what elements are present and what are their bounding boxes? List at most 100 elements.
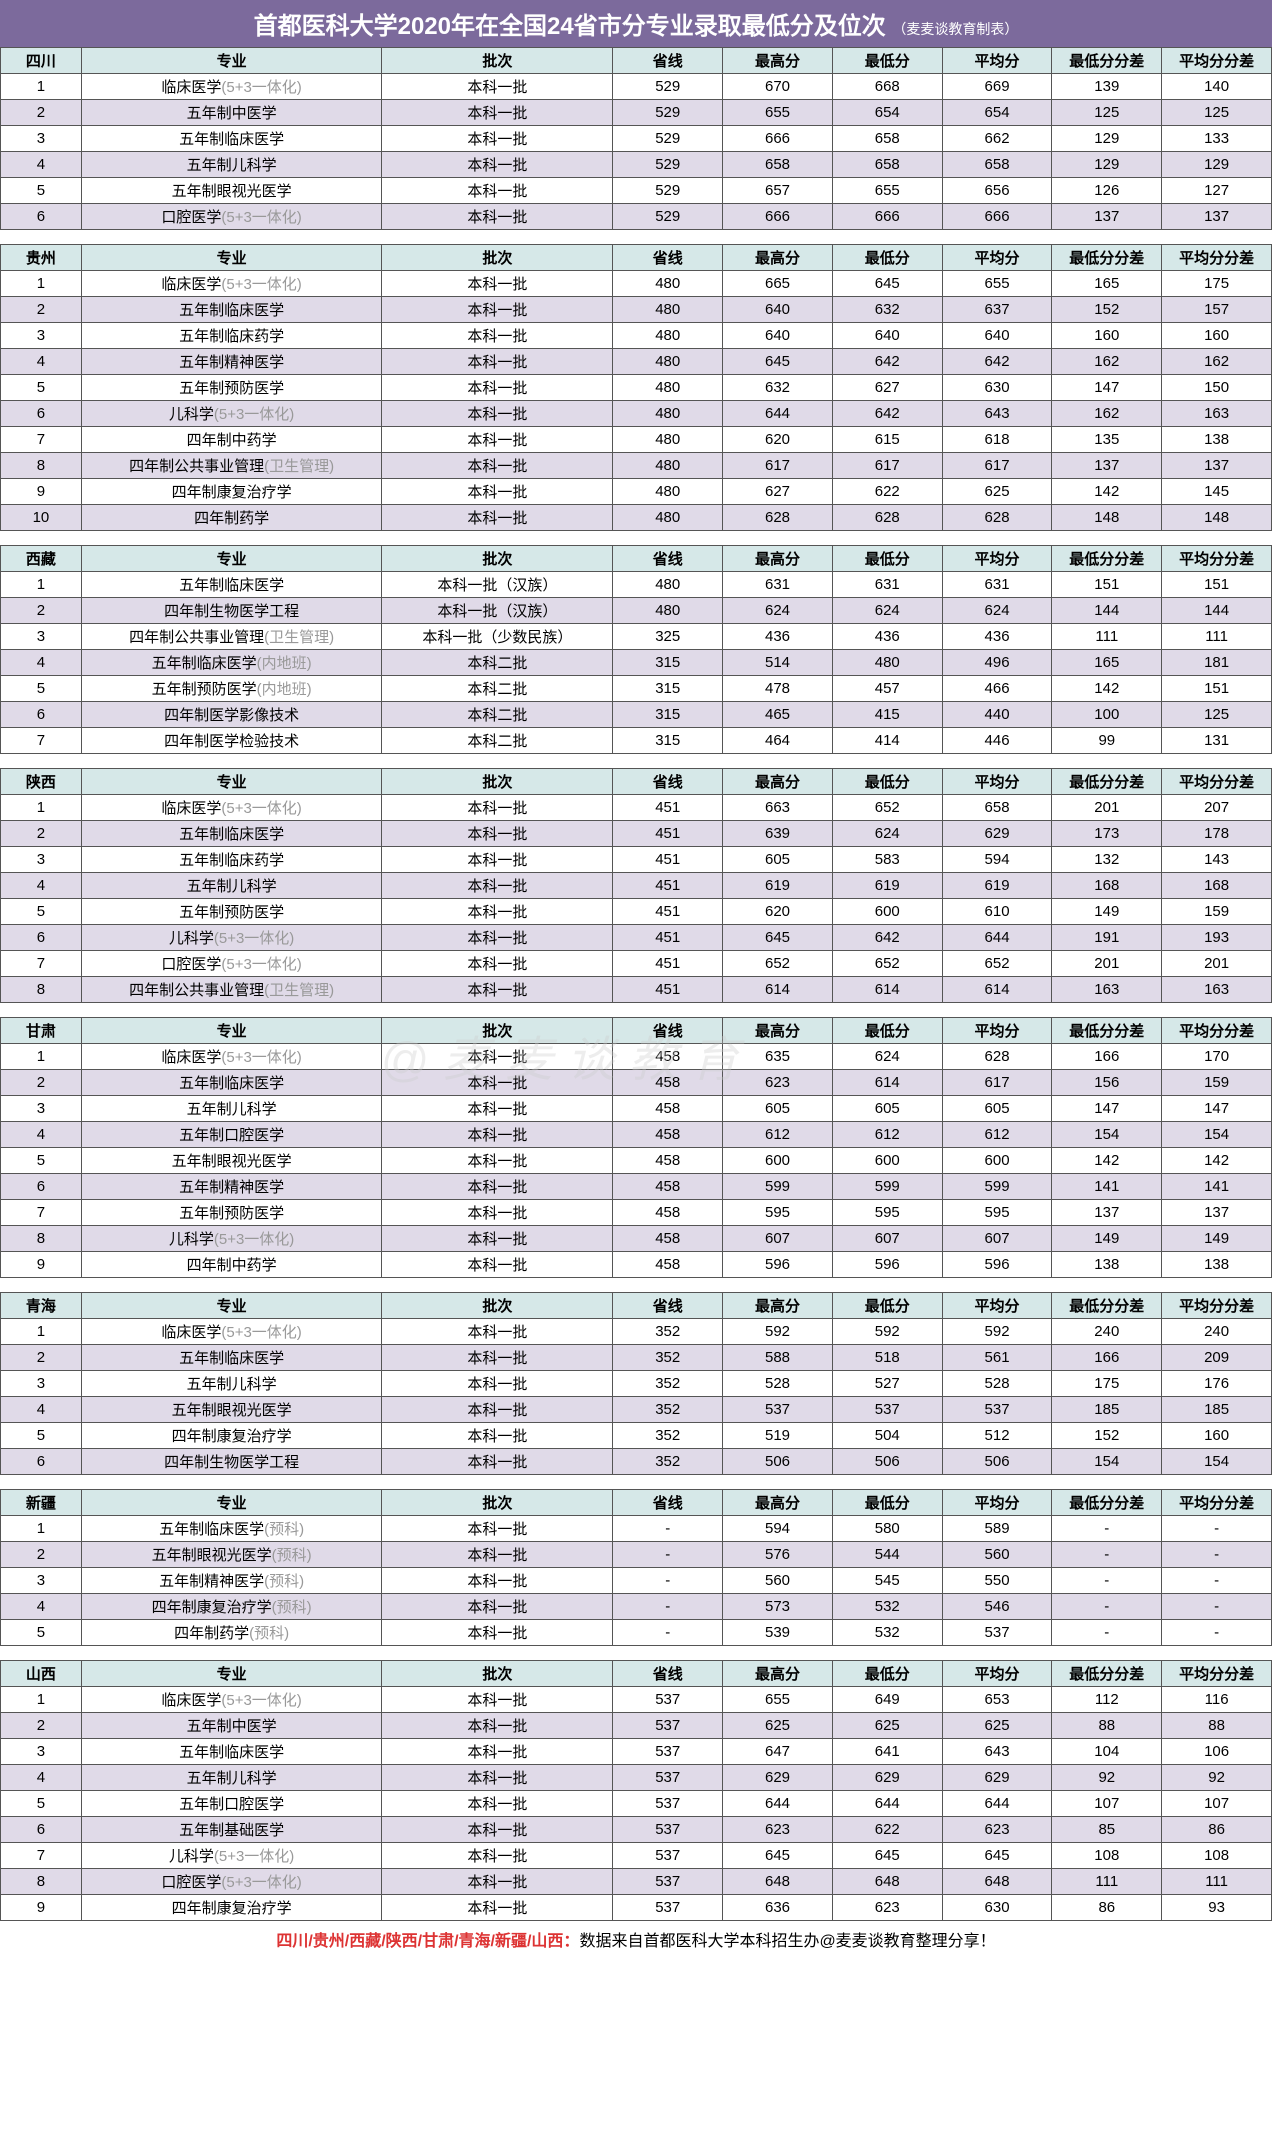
value-cell: 154: [1162, 1449, 1272, 1475]
value-cell: 137: [1162, 453, 1272, 479]
value-cell: 512: [942, 1423, 1052, 1449]
col-header: 最高分: [723, 1293, 833, 1319]
value-cell: 641: [832, 1739, 942, 1765]
value-cell: 92: [1052, 1765, 1162, 1791]
header-row: 陕西专业批次省线最高分最低分平均分最低分分差平均分分差: [1, 769, 1272, 795]
value-cell: 451: [613, 873, 723, 899]
row-index: 5: [1, 1620, 82, 1646]
table-row: 6五年制基础医学本科一批5376236226238586: [1, 1817, 1272, 1843]
value-cell: 537: [613, 1843, 723, 1869]
value-cell: 529: [613, 152, 723, 178]
batch-cell: 本科一批: [382, 349, 613, 375]
value-cell: 658: [723, 152, 833, 178]
value-cell: 652: [832, 795, 942, 821]
row-index: 2: [1, 598, 82, 624]
value-cell: 152: [1052, 297, 1162, 323]
col-header: 平均分: [942, 48, 1052, 74]
section-四川: 四川专业批次省线最高分最低分平均分最低分分差平均分分差1临床医学(5+3一体化)…: [0, 47, 1272, 230]
value-cell: 144: [1052, 598, 1162, 624]
col-header: 批次: [382, 1293, 613, 1319]
col-header: 平均分: [942, 1018, 1052, 1044]
batch-cell: 本科一批: [382, 1594, 613, 1620]
batch-cell: 本科一批: [382, 1070, 613, 1096]
value-cell: 629: [832, 1765, 942, 1791]
row-index: 3: [1, 624, 82, 650]
major-cell: 四年制康复治疗学: [81, 479, 381, 505]
value-cell: 537: [942, 1620, 1052, 1646]
value-cell: -: [1052, 1594, 1162, 1620]
value-cell: 644: [942, 925, 1052, 951]
col-header: 批次: [382, 1661, 613, 1687]
value-cell: 125: [1052, 100, 1162, 126]
value-cell: 506: [832, 1449, 942, 1475]
table-row: 7五年制预防医学本科一批458595595595137137: [1, 1200, 1272, 1226]
value-cell: 658: [942, 795, 1052, 821]
value-cell: 599: [723, 1174, 833, 1200]
batch-cell: 本科一批（汉族）: [382, 572, 613, 598]
col-header: 最低分分差: [1052, 769, 1162, 795]
batch-cell: 本科一批: [382, 178, 613, 204]
value-cell: 176: [1162, 1371, 1272, 1397]
major-cell: 五年制儿科学: [81, 1371, 381, 1397]
table-row: 5五年制眼视光医学本科一批458600600600142142: [1, 1148, 1272, 1174]
table-row: 7口腔医学(5+3一体化)本科一批451652652652201201: [1, 951, 1272, 977]
value-cell: 436: [832, 624, 942, 650]
province-cell: 新疆: [1, 1490, 82, 1516]
col-header: 平均分: [942, 546, 1052, 572]
col-header: 专业: [81, 1490, 381, 1516]
table-row: 4五年制眼视光医学本科一批352537537537185185: [1, 1397, 1272, 1423]
row-index: 2: [1, 1542, 82, 1568]
value-cell: 624: [832, 1044, 942, 1070]
value-cell: 478: [723, 676, 833, 702]
table-row: 2五年制中医学本科一批529655654654125125: [1, 100, 1272, 126]
col-header: 最低分分差: [1052, 1490, 1162, 1516]
value-cell: 458: [613, 1070, 723, 1096]
value-cell: 560: [942, 1542, 1052, 1568]
table-row: 1临床医学(5+3一体化)本科一批451663652658201207: [1, 795, 1272, 821]
value-cell: 150: [1162, 375, 1272, 401]
value-cell: 142: [1052, 676, 1162, 702]
batch-cell: 本科一批: [382, 1449, 613, 1475]
value-cell: 528: [942, 1371, 1052, 1397]
value-cell: 185: [1052, 1397, 1162, 1423]
value-cell: 529: [613, 74, 723, 100]
value-cell: 458: [613, 1122, 723, 1148]
table-row: 4四年制康复治疗学(预科)本科一批-573532546--: [1, 1594, 1272, 1620]
batch-cell: 本科一批: [382, 323, 613, 349]
col-header: 最高分: [723, 1018, 833, 1044]
major-cell: 四年制中药学: [81, 427, 381, 453]
value-cell: 645: [832, 1843, 942, 1869]
value-cell: 537: [613, 1765, 723, 1791]
table-row: 2五年制临床医学本科一批451639624629173178: [1, 821, 1272, 847]
table-row: 2五年制眼视光医学(预科)本科一批-576544560--: [1, 1542, 1272, 1568]
value-cell: 643: [942, 1739, 1052, 1765]
value-cell: 612: [723, 1122, 833, 1148]
value-cell: 622: [832, 479, 942, 505]
value-cell: 617: [942, 453, 1052, 479]
value-cell: 514: [723, 650, 833, 676]
col-header: 最低分分差: [1052, 546, 1162, 572]
table-row: 1五年制临床医学(预科)本科一批-594580589--: [1, 1516, 1272, 1542]
value-cell: 537: [613, 1895, 723, 1921]
header-row: 新疆专业批次省线最高分最低分平均分最低分分差平均分分差: [1, 1490, 1272, 1516]
table-row: 6口腔医学(5+3一体化)本科一批529666666666137137: [1, 204, 1272, 230]
value-cell: 480: [832, 650, 942, 676]
row-index: 6: [1, 1174, 82, 1200]
value-cell: 595: [942, 1200, 1052, 1226]
value-cell: 624: [832, 598, 942, 624]
value-cell: 617: [723, 453, 833, 479]
row-index: 5: [1, 1791, 82, 1817]
col-header: 省线: [613, 1018, 723, 1044]
value-cell: 142: [1052, 479, 1162, 505]
value-cell: 86: [1162, 1817, 1272, 1843]
col-header: 省线: [613, 1293, 723, 1319]
value-cell: 112: [1052, 1687, 1162, 1713]
row-index: 5: [1, 375, 82, 401]
value-cell: 480: [613, 572, 723, 598]
row-index: 7: [1, 1843, 82, 1869]
value-cell: 614: [832, 1070, 942, 1096]
batch-cell: 本科一批: [382, 1895, 613, 1921]
table-row: 4五年制临床医学(内地班)本科二批315514480496165181: [1, 650, 1272, 676]
table-row: 6儿科学(5+3一体化)本科一批451645642644191193: [1, 925, 1272, 951]
value-cell: 637: [942, 297, 1052, 323]
